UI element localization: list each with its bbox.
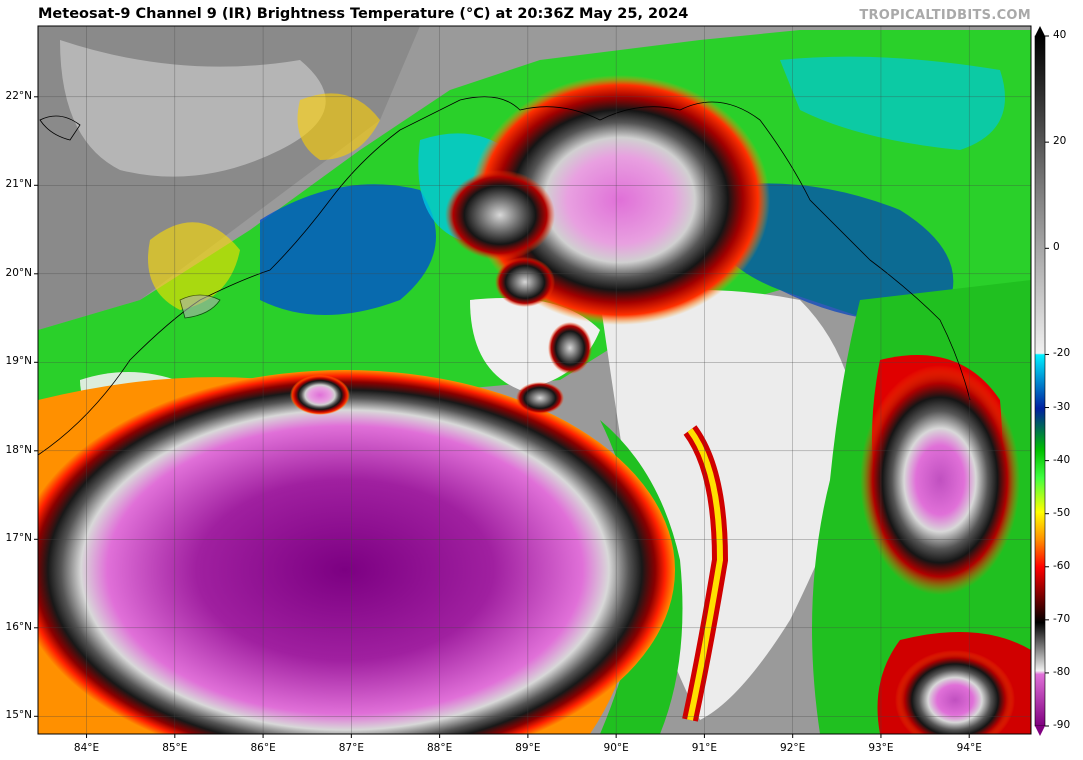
colorbar-tick-label: -20: [1053, 347, 1071, 360]
lon-tick-label: 90°E: [603, 742, 629, 754]
lon-tick-label: 89°E: [515, 742, 541, 754]
colorbar-tick-label: 0: [1053, 241, 1060, 254]
colorbar-tick-label: -30: [1053, 400, 1071, 413]
lat-tick-label: 20°N: [5, 266, 32, 279]
colorbar: [1034, 26, 1049, 736]
lat-tick-label: 22°N: [5, 89, 32, 102]
colorbar-tick-label: -60: [1053, 559, 1071, 572]
colorbar-tick-label: 20: [1053, 135, 1067, 148]
axis-ticks: [34, 96, 970, 738]
lon-tick-label: 94°E: [956, 742, 982, 754]
colorbar-tick-label: -50: [1053, 506, 1071, 519]
lon-tick-label: 84°E: [73, 742, 100, 754]
brand-watermark[interactable]: TROPICALTIDBITS.COM: [859, 8, 1031, 23]
colorbar-tick-label: -40: [1053, 453, 1071, 466]
lon-tick-label: 86°E: [250, 742, 276, 754]
lon-tick-label: 92°E: [780, 742, 806, 754]
lat-lon-gridlines: [38, 26, 1031, 734]
lat-tick-label: 16°N: [5, 620, 32, 633]
lat-tick-label: 18°N: [5, 443, 32, 456]
map-title: Meteosat-9 Channel 9 (IR) Brightness Tem…: [38, 6, 689, 22]
lat-tick-label: 15°N: [5, 709, 32, 722]
colorbar-tick-label: 40: [1053, 29, 1067, 41]
lon-tick-label: 91°E: [691, 742, 718, 754]
satellite-imagery: [38, 26, 1031, 734]
colorbar-tick-label: -90: [1053, 719, 1071, 731]
lon-tick-label: 87°E: [338, 742, 364, 754]
lon-tick-label: 85°E: [162, 742, 188, 754]
lat-tick-label: 21°N: [5, 178, 32, 191]
lon-tick-label: 93°E: [868, 742, 894, 754]
lat-tick-label: 17°N: [5, 532, 32, 545]
lat-tick-label: 19°N: [5, 355, 32, 368]
lon-tick-label: 88°E: [426, 742, 453, 754]
colorbar-tick-label: -80: [1053, 665, 1071, 678]
colorbar-tick-label: -70: [1053, 612, 1071, 625]
